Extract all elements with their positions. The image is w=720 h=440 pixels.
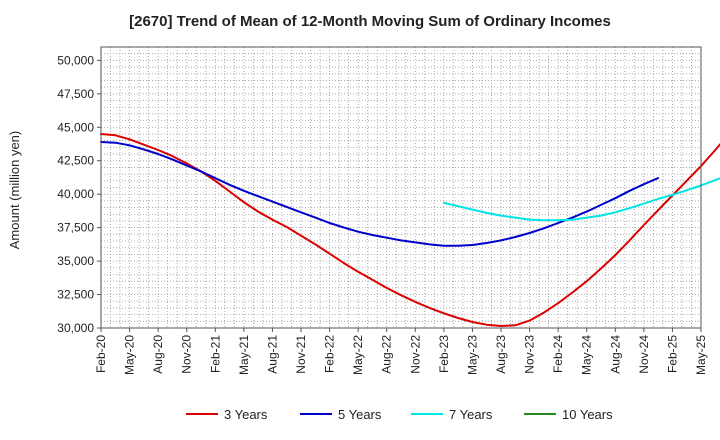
y-tick-label: 47,500 bbox=[57, 87, 94, 101]
legend-label: 7 Years bbox=[449, 407, 493, 422]
x-tick-label: Feb-20 bbox=[94, 335, 108, 373]
x-tick-label: May-23 bbox=[465, 335, 479, 375]
legend-label: 10 Years bbox=[562, 407, 613, 422]
y-tick-label: 50,000 bbox=[57, 53, 94, 67]
y-axis-ticks: 30,000 32,500 35,000 37,500 40,000 42,500 45,0… bbox=[57, 53, 101, 335]
x-tick-label: Aug-21 bbox=[265, 335, 279, 374]
x-tick-label: May-24 bbox=[580, 335, 594, 375]
x-tick-label: Feb-21 bbox=[208, 335, 222, 373]
plot-frame bbox=[100, 46, 702, 329]
x-tick-label: Nov-23 bbox=[523, 335, 537, 374]
y-tick-label: 30,000 bbox=[57, 321, 94, 335]
legend-label: 5 Years bbox=[338, 407, 382, 422]
y-tick-label: 45,000 bbox=[57, 120, 94, 134]
x-tick-label: Aug-20 bbox=[151, 335, 165, 374]
x-axis-ticks: Feb-20 May-20 Aug-20 Nov-20 Feb-21 May-21 Aug-… bbox=[94, 328, 708, 375]
legend: 3 Years 5 Years 7 Years 10 Years bbox=[186, 407, 613, 422]
x-tick-label: Feb-25 bbox=[665, 335, 679, 373]
series-line-5-years bbox=[100, 141, 660, 247]
x-tick-label: Feb-23 bbox=[437, 335, 451, 373]
x-tick-label: May-20 bbox=[123, 335, 137, 375]
y-tick-label: 32,500 bbox=[57, 288, 94, 302]
x-tick-label: May-25 bbox=[694, 335, 708, 375]
x-tick-label: Nov-21 bbox=[294, 335, 308, 374]
x-tick-label: May-21 bbox=[237, 335, 251, 375]
chart-title: [2670] Trend of Mean of 12-Month Moving … bbox=[129, 13, 611, 30]
x-tick-label: Nov-24 bbox=[637, 335, 651, 374]
x-tick-label: Aug-23 bbox=[494, 335, 508, 374]
x-tick-label: Feb-22 bbox=[323, 335, 337, 373]
y-axis-label: Amount (million yen) bbox=[7, 131, 22, 250]
x-tick-label: Aug-22 bbox=[380, 335, 394, 374]
x-tick-label: Nov-22 bbox=[408, 335, 422, 374]
x-tick-label: Aug-24 bbox=[608, 335, 622, 374]
x-tick-label: May-22 bbox=[351, 335, 365, 375]
series-lines bbox=[100, 133, 720, 327]
y-tick-label: 37,500 bbox=[57, 221, 94, 235]
y-tick-label: 42,500 bbox=[57, 154, 94, 168]
legend-label: 3 Years bbox=[224, 407, 268, 422]
series-line-7-years bbox=[442, 177, 720, 222]
x-tick-label: Nov-20 bbox=[180, 335, 194, 374]
x-tick-label: Feb-24 bbox=[551, 335, 565, 373]
y-tick-label: 35,000 bbox=[57, 254, 94, 268]
grid bbox=[101, 47, 701, 328]
y-tick-label: 40,000 bbox=[57, 187, 94, 201]
